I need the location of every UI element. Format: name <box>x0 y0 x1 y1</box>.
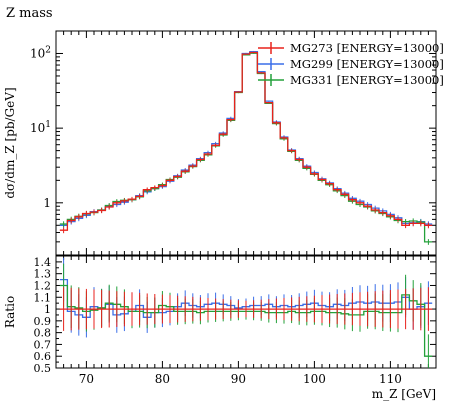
y-tick-base: 10 <box>30 121 45 135</box>
ratio-tick-label: 1.2 <box>34 279 52 292</box>
y-tick-base: 10 <box>30 46 45 60</box>
chart-title: Z mass <box>6 6 53 21</box>
x-axis-label: m_Z [GeV] <box>372 387 436 401</box>
y-axis-label: dσ/dm_Z [pb/GeV] <box>3 87 17 198</box>
ratio-tick-label: 0.6 <box>34 350 52 363</box>
ratio-tick-label: 0.9 <box>34 315 52 328</box>
ratio-tick-label: 0.8 <box>34 327 52 340</box>
ratio-plot: 70 80 90 100 110 0.50.60.70.80.911.11.21.31.4 <box>34 255 437 386</box>
ratio-tick-label: 0.7 <box>34 338 52 351</box>
ratio-tick-label: 1.3 <box>34 268 52 281</box>
mg299-ratio-histogram <box>59 278 433 318</box>
x-tick-label: 100 <box>303 372 326 386</box>
ratio-tick-label: 1.1 <box>34 291 52 304</box>
ratio-tick-label: 1 <box>44 303 51 316</box>
y-tick-exponent: 2 <box>45 45 51 55</box>
legend: MG273 [ENERGY=13000] MG299 [ENERGY=13000]… <box>258 41 444 87</box>
x-tick-label: 90 <box>231 372 246 386</box>
mg273-legend-label: MG273 [ENERGY=13000] <box>290 41 444 55</box>
y-tick-label: 1 <box>43 196 51 210</box>
mg331-legend-label: MG331 [ENERGY=13000] <box>290 73 444 87</box>
y-tick-label: 101 <box>30 120 51 135</box>
ratio-axis-label: Ratio <box>3 296 17 328</box>
x-tick-label: 80 <box>155 372 170 386</box>
mg331-ratio-histogram <box>59 284 433 357</box>
y-tick-exponent: 1 <box>45 120 51 130</box>
mg299-legend-label: MG299 [ENERGY=13000] <box>290 57 444 71</box>
ratio-tick-label: 1.4 <box>34 256 52 269</box>
mg273-histogram <box>59 51 433 231</box>
y-tick-label: 102 <box>30 45 51 60</box>
x-tick-label: 110 <box>379 372 402 386</box>
x-tick-label: 70 <box>79 372 94 386</box>
ratio-tick-label: 0.5 <box>34 362 52 375</box>
